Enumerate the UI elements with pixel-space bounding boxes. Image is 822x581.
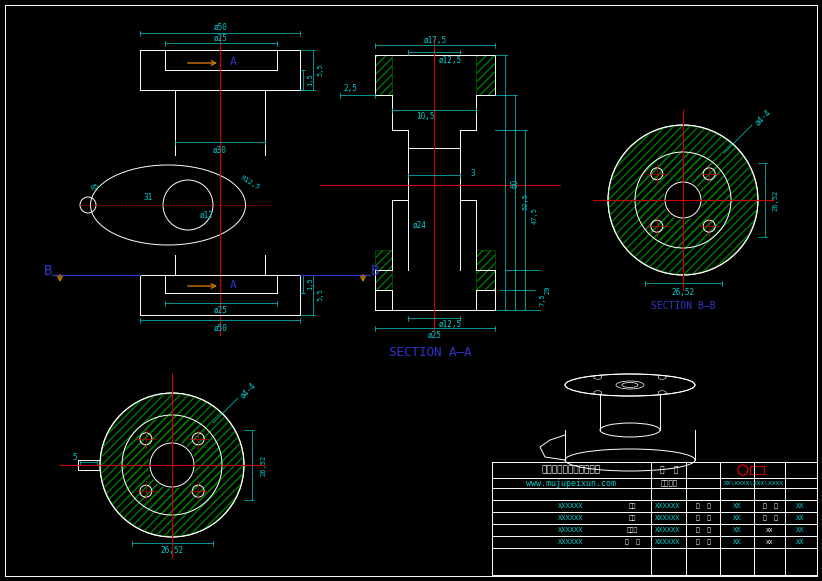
- Text: ø12,5: ø12,5: [438, 56, 462, 64]
- Text: SECTION B–B: SECTION B–B: [651, 301, 715, 311]
- Text: 7,5: 7,5: [539, 293, 545, 306]
- Text: XXXXXX: XXXXXX: [558, 527, 584, 533]
- Bar: [375, 55, 392, 95]
- Text: ø25: ø25: [428, 331, 442, 339]
- Text: 审处意: 审处意: [626, 527, 638, 533]
- Text: www.mujupeixun.com: www.mujupeixun.com: [526, 479, 616, 487]
- Text: B: B: [371, 264, 379, 278]
- Text: XXXXXX: XXXXXX: [558, 503, 584, 509]
- Text: ø17,5: ø17,5: [423, 35, 446, 45]
- Text: SECTION A–A: SECTION A–A: [389, 346, 471, 358]
- Ellipse shape: [566, 375, 694, 395]
- Text: 26,52: 26,52: [260, 454, 266, 476]
- Text: XX: XX: [732, 515, 741, 521]
- Text: ø24: ø24: [413, 221, 427, 229]
- Text: XX: XX: [766, 540, 774, 544]
- Text: XX: XX: [732, 503, 741, 509]
- Text: XX\XXXX\XXX\XXXX: XX\XXXX\XXX\XXXX: [724, 480, 784, 486]
- Bar: [476, 250, 495, 290]
- Text: 审  核: 审 核: [763, 503, 778, 509]
- Text: ø4-4: ø4-4: [238, 381, 258, 400]
- Text: 26,52: 26,52: [772, 189, 778, 211]
- Text: XX: XX: [766, 528, 774, 533]
- Text: 1,5: 1,5: [307, 74, 313, 87]
- Text: 描  图: 描 图: [695, 527, 710, 533]
- Text: 26,52: 26,52: [672, 288, 695, 296]
- Text: 页码: 页码: [628, 515, 635, 521]
- Text: 常州直利夹具数控工作室: 常州直利夹具数控工作室: [542, 465, 601, 475]
- Text: XXXXXX: XXXXXX: [655, 527, 681, 533]
- Text: R5: R5: [90, 182, 100, 192]
- Text: 批  准: 批 准: [763, 515, 778, 521]
- Text: XXXXXX: XXXXXX: [655, 503, 681, 509]
- Text: ø25: ø25: [214, 34, 228, 42]
- Text: 原本: 原本: [628, 503, 635, 509]
- Bar: [375, 250, 392, 290]
- Text: ø4-4: ø4-4: [753, 107, 773, 127]
- Text: 31: 31: [143, 192, 153, 202]
- Text: XXXXXX: XXXXXX: [655, 539, 681, 545]
- Text: XX: XX: [732, 527, 741, 533]
- Text: A: A: [229, 57, 237, 67]
- Text: 1,5: 1,5: [307, 278, 313, 290]
- Text: 26,52: 26,52: [160, 547, 183, 555]
- Text: 制  图: 制 图: [695, 515, 710, 521]
- Text: R12,5: R12,5: [239, 175, 261, 191]
- Text: 60: 60: [510, 178, 520, 188]
- Bar: [750, 466, 764, 474]
- Text: XXXXXX: XXXXXX: [655, 515, 681, 521]
- Circle shape: [149, 442, 195, 488]
- Text: XX: XX: [732, 539, 741, 545]
- Text: 标  准: 标 准: [695, 539, 710, 545]
- Text: 5: 5: [72, 454, 77, 462]
- Text: XX: XX: [796, 503, 804, 509]
- Text: ø12,5: ø12,5: [438, 321, 462, 329]
- Text: 2,5: 2,5: [343, 84, 357, 92]
- Text: 10,5: 10,5: [416, 113, 434, 121]
- Text: XX: XX: [796, 515, 804, 521]
- Text: XX: XX: [796, 527, 804, 533]
- Text: B: B: [44, 264, 53, 278]
- Text: ø50: ø50: [214, 324, 228, 332]
- Text: XXXXXX: XXXXXX: [558, 539, 584, 545]
- Text: 52,5: 52,5: [522, 193, 528, 210]
- Text: ø12: ø12: [200, 210, 214, 220]
- Text: XXXXXX: XXXXXX: [558, 515, 584, 521]
- Text: 47,5: 47,5: [532, 206, 538, 224]
- Text: ø50: ø50: [214, 23, 228, 31]
- Text: 5,5: 5,5: [317, 64, 323, 76]
- Bar: [476, 55, 495, 95]
- Text: A: A: [229, 280, 237, 290]
- Text: ø30: ø30: [213, 145, 227, 155]
- Text: 文档编程: 文档编程: [661, 480, 677, 486]
- Text: ø25: ø25: [214, 306, 228, 314]
- Text: 3: 3: [471, 168, 475, 178]
- Text: 设  计: 设 计: [695, 503, 710, 509]
- Circle shape: [664, 181, 702, 219]
- Text: 比  例: 比 例: [625, 539, 640, 545]
- Text: 29: 29: [544, 286, 550, 294]
- Text: XX: XX: [796, 539, 804, 545]
- Text: 批  准: 批 准: [660, 465, 678, 475]
- Text: 5,5: 5,5: [317, 289, 323, 302]
